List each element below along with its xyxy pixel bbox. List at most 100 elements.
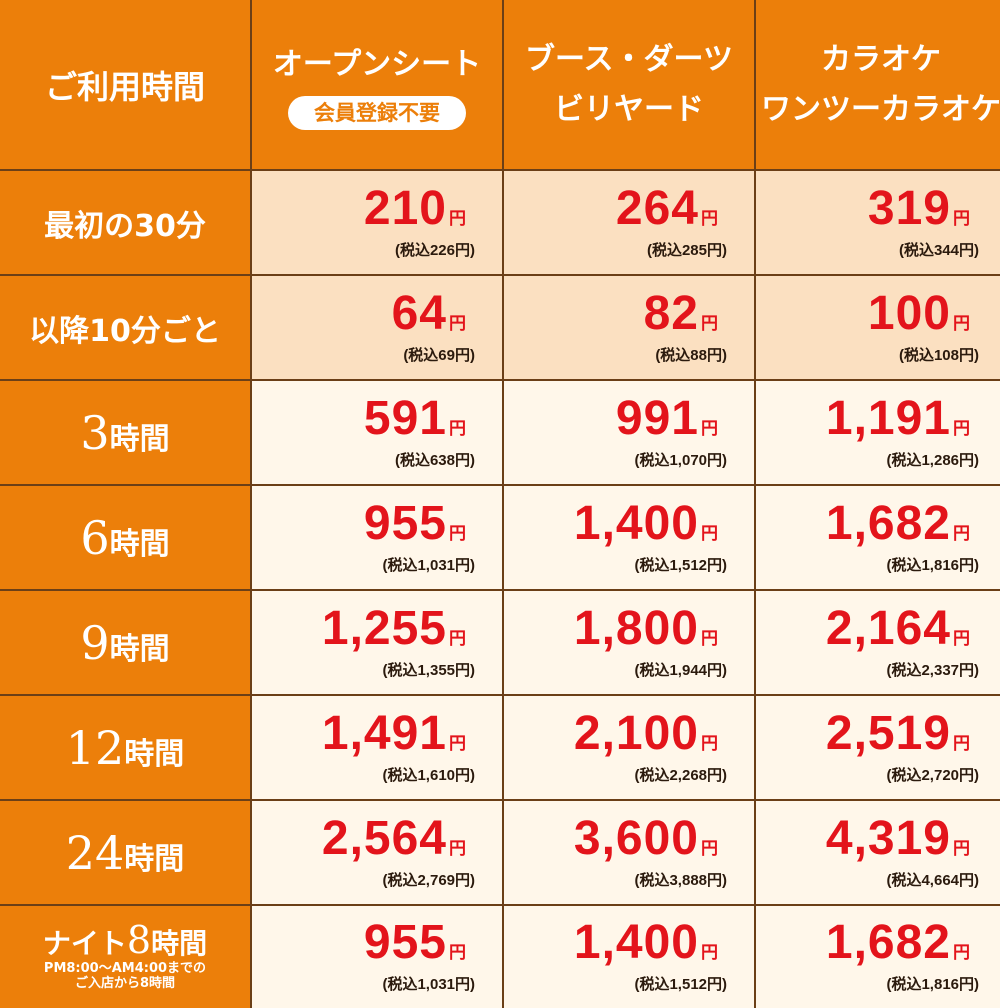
hours-unit: 時間 bbox=[109, 526, 170, 562]
corner-header: ご利用時間 bbox=[0, 0, 250, 169]
tax-included-price: (税込4,664円) bbox=[886, 871, 979, 889]
price-cell: 955 円 (税込1,031円) bbox=[252, 906, 502, 1008]
price-cell: 2,564 円 (税込2,769円) bbox=[252, 801, 502, 904]
row-header-night-8h: ナイト8時間 PM8:00～AM4:00までの ご入店から8時間 bbox=[0, 906, 250, 1008]
price-value: 1,491 bbox=[321, 706, 447, 760]
row-header-6h: 6時間 bbox=[0, 486, 250, 589]
row-label: 以降10分ごと bbox=[29, 313, 221, 349]
price-cell: 1,800 円 (税込1,944円) bbox=[504, 591, 754, 694]
column-subtitle: ワンツーカラオケ bbox=[761, 91, 1000, 127]
yen-unit: 円 bbox=[701, 208, 719, 228]
price-value: 1,255 bbox=[321, 601, 447, 655]
yen-unit: 円 bbox=[953, 418, 971, 438]
price-value: 2,164 bbox=[825, 601, 951, 655]
row-header-24h: 24時間 bbox=[0, 801, 250, 904]
price-value: 100 bbox=[867, 286, 951, 340]
hours-unit: 時間 bbox=[124, 841, 185, 877]
price-cell: 64 円 (税込69円) bbox=[252, 276, 502, 379]
price-cell: 1,682 円 (税込1,816円) bbox=[756, 486, 1000, 589]
price-cell: 955 円 (税込1,031円) bbox=[252, 486, 502, 589]
tax-included-price: (税込1,816円) bbox=[886, 976, 979, 993]
hours-unit: 時間 bbox=[151, 927, 208, 960]
column-header-booth-darts: ブース・ダーツ ビリヤード bbox=[504, 0, 754, 169]
corner-label: ご利用時間 bbox=[44, 67, 205, 106]
price-cell: 3,600 円 (税込3,888円) bbox=[504, 801, 754, 904]
yen-unit: 円 bbox=[449, 733, 467, 753]
price-value: 955 bbox=[363, 496, 447, 550]
row-header-first-30min: 最初の30分 bbox=[0, 171, 250, 274]
yen-unit: 円 bbox=[953, 943, 971, 962]
column-header-karaoke: カラオケ ワンツーカラオケ bbox=[756, 0, 1000, 169]
tax-included-price: (税込2,720円) bbox=[886, 766, 979, 784]
column-title: カラオケ bbox=[821, 41, 941, 77]
price-cell: 2,164 円 (税込2,337円) bbox=[756, 591, 1000, 694]
hours-unit: 時間 bbox=[124, 736, 185, 772]
tax-included-price: (税込1,286円) bbox=[886, 451, 979, 469]
price-cell: 591 円 (税込638円) bbox=[252, 381, 502, 484]
tax-included-price: (税込108円) bbox=[898, 346, 979, 364]
tax-included-price: (税込1,816円) bbox=[886, 556, 979, 574]
yen-unit: 円 bbox=[701, 418, 719, 438]
membership-badge: 会員登録不要 bbox=[288, 95, 466, 130]
hours-number: 8 bbox=[126, 918, 152, 962]
price-cell: 2,519 円 (税込2,720円) bbox=[756, 696, 1000, 799]
price-value: 991 bbox=[615, 391, 699, 445]
yen-unit: 円 bbox=[701, 313, 719, 333]
yen-unit: 円 bbox=[953, 208, 971, 228]
price-value: 2,519 bbox=[825, 706, 951, 760]
tax-included-price: (税込3,888円) bbox=[634, 871, 727, 889]
hours-number: 12 bbox=[65, 720, 125, 775]
price-cell: 1,491 円 (税込1,610円) bbox=[252, 696, 502, 799]
price-cell: 210 円 (税込226円) bbox=[252, 171, 502, 274]
yen-unit: 円 bbox=[701, 838, 719, 858]
price-value: 1,400 bbox=[573, 496, 699, 550]
tax-included-price: (税込1,944円) bbox=[634, 661, 727, 679]
night-condition-line1: PM8:00～AM4:00までの bbox=[43, 961, 207, 976]
price-value: 210 bbox=[363, 181, 447, 235]
yen-unit: 円 bbox=[953, 838, 971, 858]
hours-number: 24 bbox=[65, 825, 125, 880]
tax-included-price: (税込69円) bbox=[403, 346, 475, 364]
column-subtitle: ビリヤード bbox=[554, 91, 704, 127]
price-value: 1,682 bbox=[825, 496, 951, 550]
yen-unit: 円 bbox=[449, 208, 467, 228]
tax-included-price: (税込344円) bbox=[898, 241, 979, 259]
price-value: 1,800 bbox=[573, 601, 699, 655]
hours-number: 6 bbox=[80, 510, 110, 565]
yen-unit: 円 bbox=[701, 523, 719, 543]
tax-included-price: (税込226円) bbox=[394, 241, 475, 259]
price-cell: 1,400 円 (税込1,512円) bbox=[504, 906, 754, 1008]
night-prefix: ナイト bbox=[42, 927, 127, 960]
hours-unit: 時間 bbox=[109, 631, 170, 667]
hours-number: 3 bbox=[80, 405, 110, 460]
tax-included-price: (税込638円) bbox=[394, 451, 475, 469]
tax-included-price: (税込88円) bbox=[655, 346, 727, 364]
price-cell: 100 円 (税込108円) bbox=[756, 276, 1000, 379]
night-condition-line2: ご入店から8時間 bbox=[74, 976, 176, 991]
yen-unit: 円 bbox=[701, 943, 719, 962]
yen-unit: 円 bbox=[953, 733, 971, 753]
tax-included-price: (税込1,512円) bbox=[634, 556, 727, 574]
price-value: 1,191 bbox=[825, 391, 951, 445]
tax-included-price: (税込1,031円) bbox=[382, 556, 475, 574]
price-cell: 319 円 (税込344円) bbox=[756, 171, 1000, 274]
column-title: ブース・ダーツ bbox=[525, 41, 733, 77]
price-cell: 264 円 (税込285円) bbox=[504, 171, 754, 274]
price-value: 2,100 bbox=[573, 706, 699, 760]
price-cell: 4,319 円 (税込4,664円) bbox=[756, 801, 1000, 904]
yen-unit: 円 bbox=[953, 313, 971, 333]
tax-included-price: (税込1,070円) bbox=[634, 451, 727, 469]
column-header-open-seat: オープンシート 会員登録不要 bbox=[252, 0, 502, 169]
tax-included-price: (税込285円) bbox=[646, 241, 727, 259]
hours-number: 9 bbox=[80, 615, 110, 670]
yen-unit: 円 bbox=[701, 733, 719, 753]
tax-included-price: (税込1,610円) bbox=[382, 766, 475, 784]
tax-included-price: (税込1,031円) bbox=[382, 976, 475, 993]
price-value: 4,319 bbox=[825, 811, 951, 865]
row-header-3h: 3時間 bbox=[0, 381, 250, 484]
price-value: 1,400 bbox=[573, 916, 699, 969]
row-header-9h: 9時間 bbox=[0, 591, 250, 694]
column-title: オープンシート bbox=[272, 46, 482, 82]
tax-included-price: (税込2,268円) bbox=[634, 766, 727, 784]
tax-included-price: (税込1,512円) bbox=[634, 976, 727, 993]
